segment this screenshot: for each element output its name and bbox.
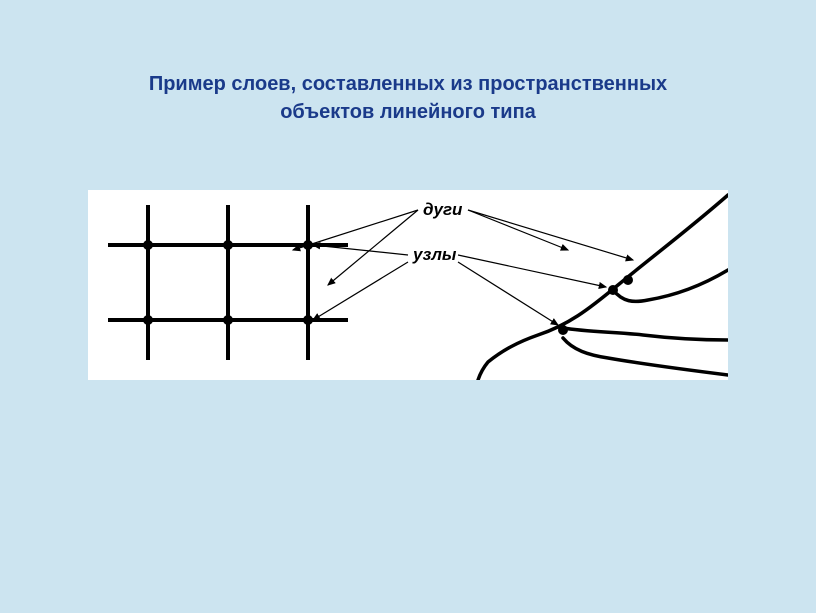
figure-area: дуги узлы <box>88 190 728 380</box>
slide-title: Пример слоев, составленных из пространст… <box>0 0 816 126</box>
river-diagram <box>478 195 728 380</box>
slide: Пример слоев, составленных из пространст… <box>0 0 816 613</box>
label-nodes: узлы <box>413 245 456 265</box>
title-line2: объектов линейного типа <box>280 101 536 123</box>
label-arcs: дуги <box>423 200 462 220</box>
diagram-svg <box>88 190 728 380</box>
grid-diagram <box>108 205 348 360</box>
title-line1: Пример слоев, составленных из пространст… <box>149 73 667 95</box>
arrows <box>293 210 633 325</box>
